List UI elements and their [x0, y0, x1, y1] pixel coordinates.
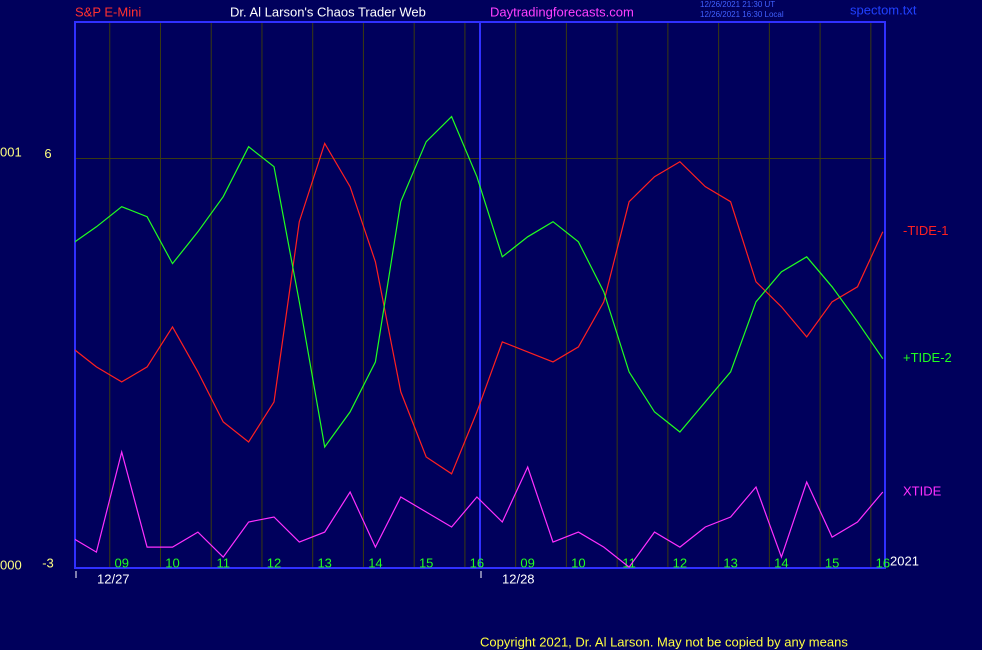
x-tick-label: 11: [216, 555, 230, 570]
series-label: XTIDE: [903, 483, 942, 498]
series-label: +TIDE-2: [903, 350, 952, 365]
x-tick-label: 14: [368, 555, 382, 570]
series-line: [75, 115, 884, 449]
x-tick-label: 10: [165, 555, 179, 570]
series-line: [75, 142, 884, 475]
y-tick-label: 6: [44, 146, 51, 161]
x-tick-label: 13: [317, 555, 331, 570]
x-tick-label: 16: [470, 555, 484, 570]
x-tick-label: 09: [115, 555, 129, 570]
x-tick-label: 09: [520, 555, 534, 570]
file-name: spectom.txt: [850, 2, 917, 17]
x-tick-label: 10: [571, 555, 585, 570]
x-tick-label: 16: [876, 555, 890, 570]
x-tick-label: 14: [774, 555, 788, 570]
site-url: Daytradingforecasts.com: [490, 4, 634, 19]
plot-border: [74, 21, 886, 569]
x-tick-label: 15: [419, 555, 433, 570]
copyright: Copyright 2021, Dr. Al Larson. May not b…: [480, 634, 848, 649]
x-tick-label: 12: [673, 555, 687, 570]
series-line: [75, 449, 884, 568]
series-label: -TIDE-1: [903, 223, 949, 238]
date-label: 12/27: [97, 571, 130, 586]
site-title: Dr. Al Larson's Chaos Trader Web: [230, 4, 426, 19]
x-tick-label: 13: [723, 555, 737, 570]
x-tick-label: 11: [622, 555, 636, 570]
year-label: 2021: [890, 553, 919, 568]
left-label: 000: [0, 557, 22, 572]
x-tick-label: 12: [267, 555, 281, 570]
y-tick-label: -3: [42, 555, 54, 570]
time-local: 12/26/2021 16:30 Local: [700, 10, 784, 19]
left-label: 001: [0, 144, 22, 159]
symbol: S&P E-Mini: [75, 4, 141, 19]
time-ut: 12/26/2021 21:30 UT: [700, 0, 775, 9]
date-label: 12/28: [502, 571, 535, 586]
x-tick-label: 15: [825, 555, 839, 570]
